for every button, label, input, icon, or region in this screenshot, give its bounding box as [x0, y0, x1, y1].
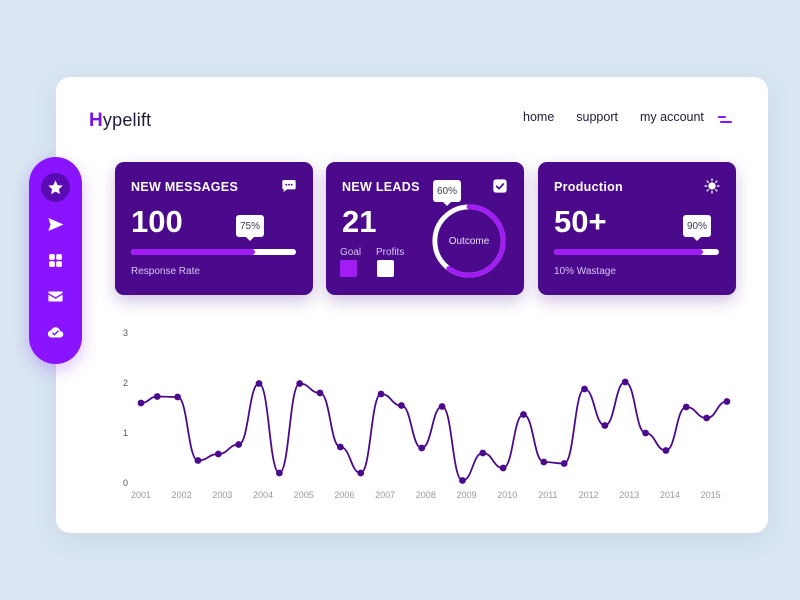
- checkbox-icon: [493, 179, 507, 193]
- data-point: [316, 389, 324, 397]
- x-tick-label: 2011: [538, 490, 557, 500]
- data-point: [520, 411, 527, 418]
- x-tick-label: 2002: [172, 490, 192, 500]
- data-point: [398, 402, 405, 409]
- y-tick-label: 0: [123, 478, 128, 488]
- cloud-check-icon: [47, 327, 64, 338]
- x-tick-label: 2004: [253, 490, 273, 500]
- data-point: [418, 444, 426, 452]
- sidebar-item-favorites[interactable]: [41, 173, 70, 202]
- outcome-ring-chart: [432, 204, 506, 278]
- data-point: [377, 390, 385, 398]
- x-tick-label: 2006: [334, 490, 354, 500]
- data-point: [459, 477, 466, 484]
- progress-tooltip: 90%: [683, 215, 712, 241]
- card-value: 50+: [554, 204, 607, 239]
- sidebar: [29, 157, 82, 364]
- x-tick-label: 2005: [294, 490, 314, 500]
- data-point: [235, 441, 243, 448]
- send-icon: [48, 218, 64, 231]
- card-title: Production: [554, 180, 623, 194]
- card-value: 100: [131, 204, 183, 239]
- brand-logo[interactable]: Hypelift: [89, 110, 151, 132]
- data-point: [662, 447, 670, 454]
- nav-my-account[interactable]: my account: [639, 110, 704, 124]
- x-tick-label: 2001: [131, 490, 151, 500]
- card-caption: Response Rate: [131, 266, 200, 277]
- brand-initial: H: [89, 110, 103, 131]
- data-point: [723, 398, 731, 405]
- y-tick-label: 3: [123, 328, 128, 338]
- data-point: [153, 393, 161, 400]
- ring-center-label: Outcome: [448, 235, 490, 247]
- data-point: [357, 469, 365, 477]
- x-tick-label: 2014: [660, 490, 680, 500]
- data-point: [336, 443, 344, 451]
- x-tick-label: 2007: [375, 490, 395, 500]
- x-tick-label: 2012: [579, 490, 599, 500]
- data-point: [438, 403, 446, 410]
- card-new-messages[interactable]: NEW MESSAGES 100 75% Response Rate: [115, 162, 313, 295]
- top-nav: home support my account: [523, 110, 704, 124]
- data-point: [642, 429, 649, 437]
- data-point: [581, 385, 588, 393]
- sidebar-item-send[interactable]: [41, 210, 70, 239]
- card-value: 21: [342, 204, 377, 239]
- card-title: NEW LEADS: [342, 180, 420, 194]
- brand-name: ypelift: [102, 110, 152, 130]
- nav-support[interactable]: support: [576, 110, 618, 124]
- goal-label: Goal: [340, 247, 362, 258]
- line-chart: 0 1 2 3 2001 2002 2003 2004 2005 2006 2007 2008 2009…: [123, 328, 731, 500]
- data-point: [499, 464, 507, 472]
- data-point: [682, 403, 690, 411]
- star-icon: [48, 180, 63, 195]
- data-point: [137, 399, 145, 407]
- data-point: [214, 450, 222, 458]
- card-new-leads[interactable]: NEW LEADS 21 Goal Profits Outcome 60%: [326, 162, 524, 295]
- progress-fill: [554, 249, 703, 255]
- x-tick-label: 2013: [619, 490, 639, 500]
- data-point: [703, 414, 710, 422]
- sidebar-item-cloud[interactable]: [41, 318, 70, 347]
- chat-icon: [282, 180, 296, 192]
- menu-icon[interactable]: [718, 114, 734, 126]
- sidebar-item-mail[interactable]: [41, 282, 70, 311]
- data-point: [275, 469, 283, 477]
- mail-icon: [48, 291, 63, 302]
- x-tick-label: 2015: [701, 490, 721, 500]
- progress-bar: [131, 249, 296, 255]
- sun-icon: [704, 178, 720, 194]
- sidebar-item-apps[interactable]: [41, 246, 70, 275]
- y-tick-label: 2: [123, 378, 128, 388]
- x-tick-label: 2003: [212, 490, 232, 500]
- data-point: [601, 422, 609, 429]
- ring-progress-arc: [432, 204, 506, 278]
- card-production[interactable]: Production 50+ 90% 10% Wastage: [538, 162, 736, 295]
- ring-tooltip: 60%: [433, 180, 462, 206]
- progress-fill: [131, 249, 255, 255]
- data-point: [560, 460, 568, 467]
- goal-swatch: [340, 260, 357, 277]
- x-tick-label: 2010: [497, 490, 517, 500]
- data-point: [540, 458, 548, 466]
- data-point: [296, 380, 304, 387]
- profits-label: Profits: [376, 247, 405, 258]
- series-line: [140, 381, 728, 482]
- profits-swatch: [377, 260, 394, 277]
- data-point: [174, 393, 182, 401]
- data-point: [621, 378, 629, 386]
- card-caption: 10% Wastage: [554, 266, 616, 277]
- nav-home[interactable]: home: [523, 110, 555, 124]
- data-point: [194, 457, 202, 464]
- data-point: [479, 449, 487, 457]
- y-tick-label: 1: [123, 428, 128, 438]
- grid-icon: [49, 254, 62, 267]
- progress-tooltip: 75%: [236, 215, 265, 241]
- progress-bar: [554, 249, 719, 255]
- data-point: [255, 380, 263, 387]
- card-title: NEW MESSAGES: [131, 180, 239, 194]
- dashboard-panel: [56, 77, 768, 533]
- x-tick-label: 2009: [457, 490, 477, 500]
- x-tick-label: 2008: [416, 490, 436, 500]
